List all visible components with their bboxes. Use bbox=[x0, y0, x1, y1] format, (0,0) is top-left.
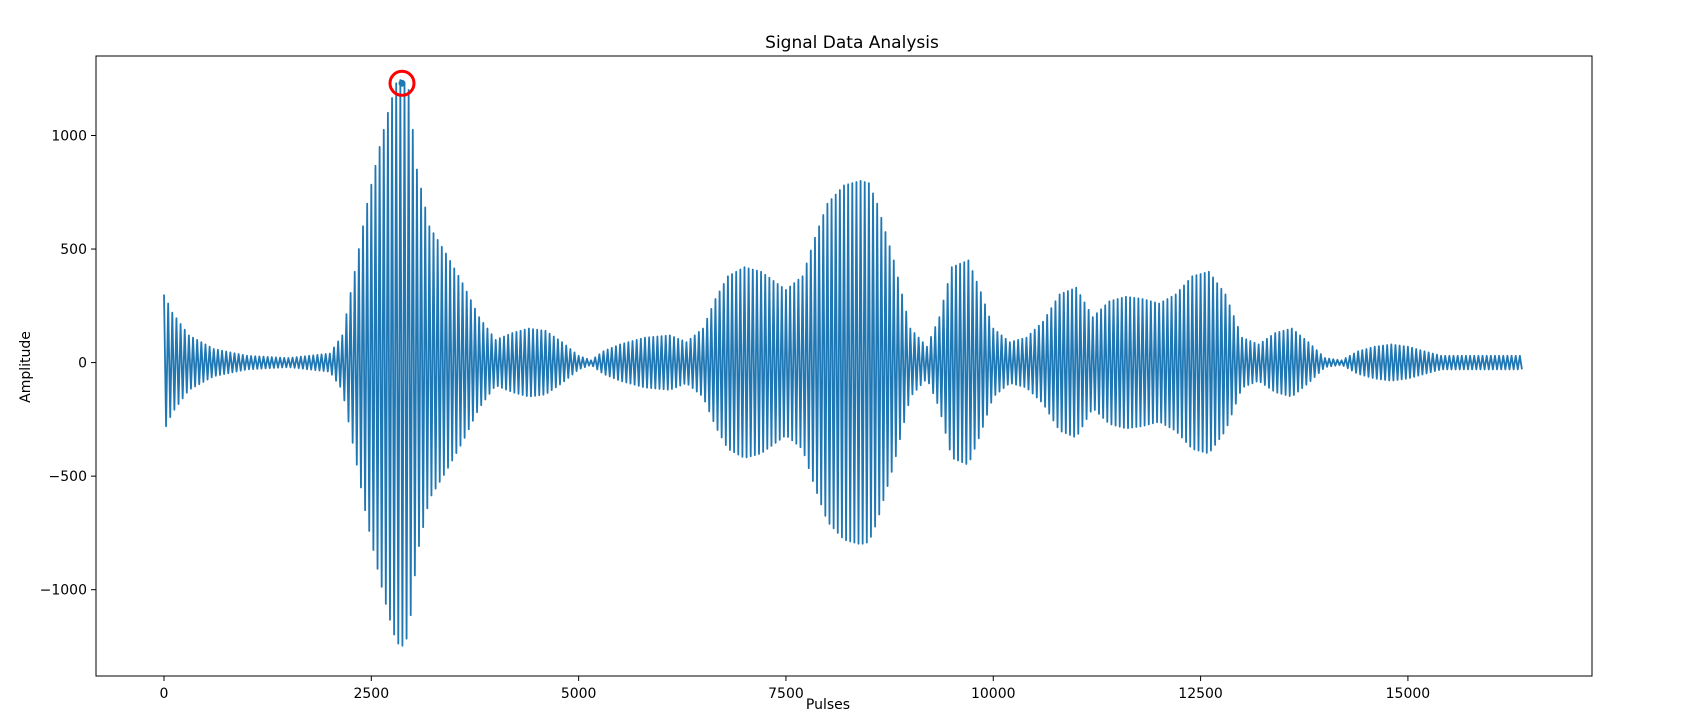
y-tick-label: −500 bbox=[49, 469, 87, 485]
series-line bbox=[163, 79, 1523, 647]
plot-area bbox=[163, 79, 1523, 647]
y-tick-label: 0 bbox=[78, 356, 87, 372]
x-tick-label: 7500 bbox=[768, 686, 804, 702]
y-tick-label: 1000 bbox=[51, 128, 87, 144]
chart-title: Signal Data Analysis bbox=[765, 33, 939, 53]
x-axis-label: Pulses bbox=[806, 697, 850, 713]
axes-layer: 0 2500 5000 7500 10000 12500 15000 −1000 −500 0 50… bbox=[40, 55, 1593, 702]
x-tick-label: 5000 bbox=[561, 686, 597, 702]
peak-marker-circle bbox=[388, 69, 416, 97]
peak-marker-point bbox=[398, 79, 406, 87]
x-tick-label: 0 bbox=[160, 686, 169, 702]
x-tick-label: 10000 bbox=[971, 686, 1016, 702]
y-tick-label: −1000 bbox=[40, 583, 87, 599]
y-tick-label: 500 bbox=[60, 242, 87, 258]
annotation-layer bbox=[388, 69, 416, 97]
x-tick-label: 15000 bbox=[1386, 686, 1431, 702]
x-tick-label: 12500 bbox=[1178, 686, 1223, 702]
y-axis-label: Amplitude bbox=[18, 331, 34, 403]
axes-frame bbox=[95, 55, 1593, 677]
x-tick-label: 2500 bbox=[353, 686, 389, 702]
